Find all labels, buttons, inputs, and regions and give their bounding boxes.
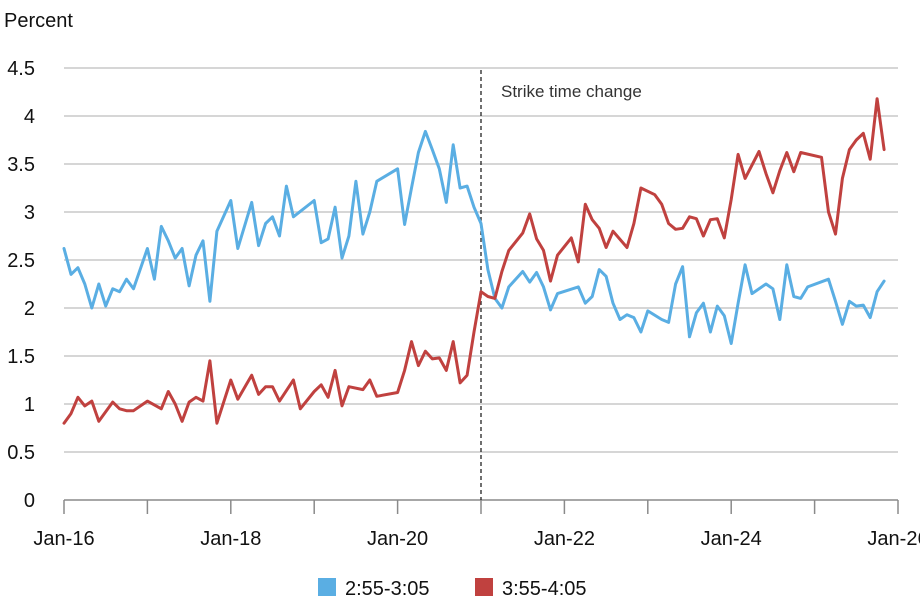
y-axis-unit-label: Percent <box>4 10 73 32</box>
strike-time-label: Strike time change <box>501 82 642 101</box>
x-tick-label: Jan-16 <box>33 528 94 550</box>
y-tick-label: 1.5 <box>7 346 35 368</box>
series-line-1 <box>62 129 886 345</box>
strike-time-annotation: Strike time change <box>480 70 642 500</box>
x-tick-label: Jan-18 <box>200 528 261 550</box>
x-tick-label: Jan-26 <box>867 528 920 550</box>
y-tick-label: 4.5 <box>7 58 35 80</box>
y-tick-label: 4 <box>24 106 35 128</box>
y-tick-label: 1 <box>24 394 35 416</box>
y-tick-label: 0 <box>24 490 35 512</box>
y-tick-label: 3.5 <box>7 154 35 176</box>
y-tick-label: 3 <box>24 202 35 224</box>
legend: 2:55-3:05 3:55-4:05 <box>318 578 587 600</box>
x-axis-ticks: Jan-16 Jan-18 Jan-20 Jan-22 Jan-24 Jan-26 <box>33 528 920 550</box>
y-axis-ticks: 0 0.5 1 1.5 2 2.5 3 3.5 4 4.5 <box>7 58 35 512</box>
y-tick-label: 2.5 <box>7 250 35 272</box>
legend-swatch-1 <box>318 578 336 596</box>
y-tick-label: 0.5 <box>7 442 35 464</box>
series-lines <box>62 97 886 425</box>
legend-swatch-2 <box>475 578 493 596</box>
series-line-2 <box>62 97 886 425</box>
x-tick-label: Jan-22 <box>534 528 595 550</box>
y-tick-label: 2 <box>24 298 35 320</box>
legend-label-1: 2:55-3:05 <box>345 578 430 600</box>
legend-label-2: 3:55-4:05 <box>502 578 587 600</box>
x-axis <box>63 499 899 514</box>
x-tick-label: Jan-20 <box>367 528 428 550</box>
x-tick-label: Jan-24 <box>701 528 762 550</box>
